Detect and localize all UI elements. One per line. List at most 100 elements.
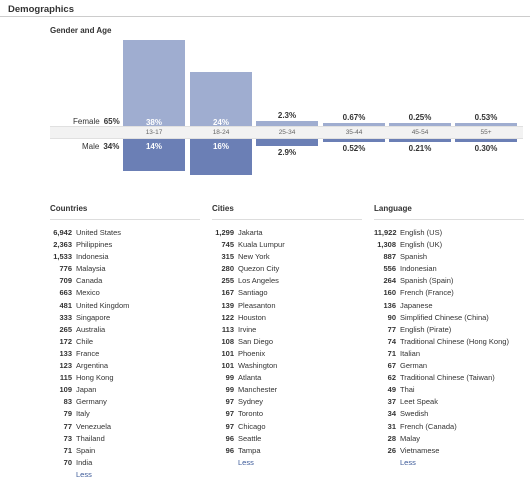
male-value-35-44: 0.52% bbox=[342, 144, 366, 153]
item-name: Santiago bbox=[238, 288, 268, 298]
country-row: 115 Hong Kong bbox=[50, 372, 200, 384]
item-count: 122 bbox=[221, 312, 234, 322]
item-count: 745 bbox=[221, 240, 234, 250]
city-row: 122 Houston bbox=[212, 312, 362, 324]
item-name: Italy bbox=[76, 409, 90, 419]
item-name: France bbox=[76, 348, 100, 358]
item-name: Japan bbox=[76, 385, 97, 395]
item-count: 97 bbox=[225, 397, 234, 407]
age-label-25-34: 25-34 bbox=[278, 129, 296, 136]
item-count: 481 bbox=[59, 300, 72, 310]
language-row: 136 Japanese bbox=[374, 300, 524, 312]
item-count: 136 bbox=[383, 300, 396, 310]
country-row: 79 Italy bbox=[50, 408, 200, 420]
item-name: Indonesian bbox=[400, 264, 437, 274]
item-count: 160 bbox=[383, 288, 396, 298]
male-bar-45-54 bbox=[389, 139, 451, 142]
language-row: 31 French (Canada) bbox=[374, 421, 524, 433]
item-name: Thai bbox=[400, 385, 415, 395]
age-label-35-44: 35-44 bbox=[345, 129, 363, 136]
item-count: 97 bbox=[225, 421, 234, 431]
item-name: Phoenix bbox=[238, 348, 266, 358]
item-name: Atlanta bbox=[238, 373, 262, 383]
country-row: 1,533 Indonesia bbox=[50, 251, 200, 263]
countries-title: Countries bbox=[50, 204, 200, 220]
countries-less-link[interactable]: Less bbox=[76, 469, 92, 479]
cities-column: Cities 1,299 Jakarta 745 Kuala Lumpur 315 New… bbox=[212, 204, 362, 469]
item-name: Traditional Chinese (Hong Kong) bbox=[400, 336, 509, 346]
item-name: Toronto bbox=[238, 409, 264, 419]
language-row: 34 Swedish bbox=[374, 408, 524, 420]
item-name: Hong Kong bbox=[76, 373, 114, 383]
item-count: 77 bbox=[387, 324, 396, 334]
country-row: 83 Germany bbox=[50, 396, 200, 408]
language-row: 264 Spanish (Spain) bbox=[374, 275, 524, 287]
language-row: 37 Leet Speak bbox=[374, 396, 524, 408]
item-count: 90 bbox=[387, 312, 396, 322]
item-count: 1,299 bbox=[215, 228, 234, 237]
item-name: Jakarta bbox=[238, 228, 263, 237]
age-label-18-24: 18-24 bbox=[212, 129, 230, 136]
language-row: 49 Thai bbox=[374, 384, 524, 396]
cities-less-link[interactable]: Less bbox=[238, 457, 254, 467]
language-row: 11,922 English (US) bbox=[374, 227, 524, 239]
country-row: 6,942 United States bbox=[50, 227, 200, 239]
country-row: 481 United Kingdom bbox=[50, 300, 200, 312]
item-count: 887 bbox=[383, 252, 396, 262]
item-name: English (US) bbox=[400, 228, 443, 237]
item-name: San Diego bbox=[238, 336, 274, 346]
item-name: Indonesia bbox=[76, 252, 109, 262]
item-count: 67 bbox=[387, 361, 396, 371]
male-row-label: Male 34% bbox=[82, 142, 119, 151]
city-row: 99 Manchester bbox=[212, 384, 362, 396]
language-row: 77 English (Pirate) bbox=[374, 324, 524, 336]
item-name: Kuala Lumpur bbox=[238, 240, 285, 250]
female-value-18-24: 24% bbox=[212, 118, 229, 127]
languages-title: Language bbox=[374, 204, 524, 220]
country-row: 172 Chile bbox=[50, 336, 200, 348]
male-bar-18-24 bbox=[190, 139, 252, 175]
language-row: 74 Traditional Chinese (Hong Kong) bbox=[374, 336, 524, 348]
item-count: 709 bbox=[59, 276, 72, 286]
item-count: 556 bbox=[383, 264, 396, 274]
item-name: French (France) bbox=[400, 288, 454, 298]
item-count: 123 bbox=[59, 361, 72, 371]
item-name: Seattle bbox=[238, 433, 262, 443]
item-name: New York bbox=[238, 252, 270, 262]
item-count: 1,533 bbox=[53, 252, 72, 262]
item-name: Australia bbox=[76, 324, 106, 334]
city-row: 1,299 Jakarta bbox=[212, 227, 362, 239]
country-row: 71 Spain bbox=[50, 445, 200, 457]
item-name: Chicago bbox=[238, 421, 266, 431]
item-count: 139 bbox=[221, 300, 234, 310]
country-row: 2,363 Philippines bbox=[50, 239, 200, 251]
languages-less-link[interactable]: Less bbox=[400, 457, 416, 467]
item-count: 71 bbox=[63, 445, 72, 455]
item-count: 99 bbox=[225, 385, 234, 395]
city-row: 315 New York bbox=[212, 251, 362, 263]
item-count: 74 bbox=[387, 336, 396, 346]
item-name: Canada bbox=[76, 276, 103, 286]
item-name: Argentina bbox=[76, 361, 109, 371]
languages-list: 11,922 English (US) 1,308 English (UK) 887 Sp… bbox=[374, 227, 524, 457]
language-row: 26 Vietnamese bbox=[374, 445, 524, 457]
section-header: Demographics bbox=[0, 0, 530, 17]
item-name: English (Pirate) bbox=[400, 324, 452, 334]
male-bar-35-44 bbox=[323, 139, 385, 142]
language-row: 160 French (France) bbox=[374, 287, 524, 299]
page-title: Demographics bbox=[8, 4, 74, 15]
female-value-25-34: 2.3% bbox=[277, 111, 297, 120]
item-name: Spanish (Spain) bbox=[400, 276, 454, 286]
female-bar-25-34 bbox=[256, 121, 318, 126]
language-row: 71 Italian bbox=[374, 348, 524, 360]
countries-column: Countries 6,942 United States 2,363 Philipp… bbox=[50, 204, 200, 481]
female-bar-13-17 bbox=[123, 40, 185, 126]
female-label: Female bbox=[73, 117, 100, 126]
country-row: 333 Singapore bbox=[50, 312, 200, 324]
male-bar-13-17 bbox=[123, 139, 185, 171]
female-value-45-54: 0.25% bbox=[408, 113, 432, 122]
item-count: 101 bbox=[221, 348, 234, 358]
language-row: 62 Traditional Chinese (Taiwan) bbox=[374, 372, 524, 384]
language-row: 28 Malay bbox=[374, 433, 524, 445]
item-name: Leet Speak bbox=[400, 397, 438, 407]
